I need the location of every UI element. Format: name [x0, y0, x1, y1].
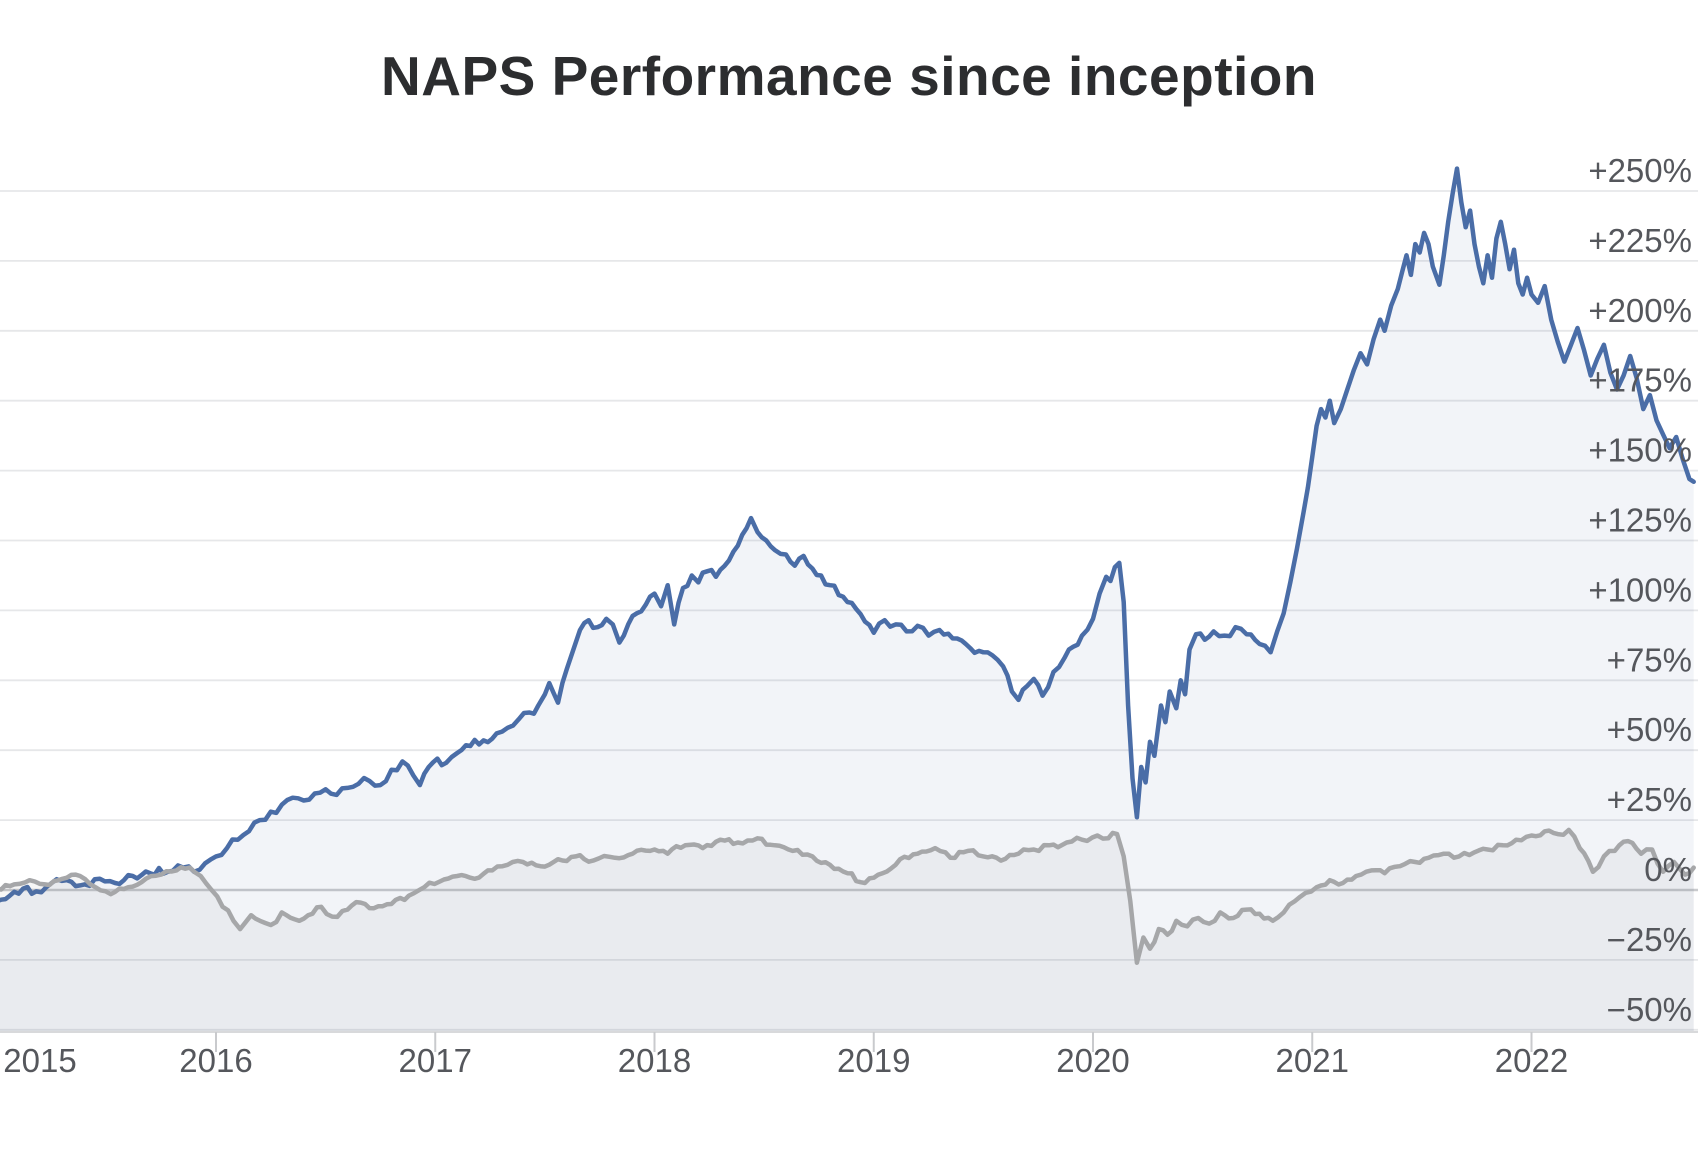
benchmark-line: [0, 827, 1696, 965]
y-axis-label: +250%: [1588, 152, 1692, 189]
x-axis-label: 2019: [837, 1042, 910, 1079]
chart-title: NAPS Performance since inception: [381, 45, 1317, 107]
y-axis-label: +100%: [1588, 571, 1692, 608]
y-axis-labels: +250% +225% +200% +175% +150% +125% +100% +75% +…: [1588, 152, 1692, 1028]
y-axis-label: 0%: [1644, 851, 1692, 888]
series: [0, 166, 1696, 1032]
x-axis-label: 2020: [1056, 1042, 1129, 1079]
y-axis-label: +175%: [1588, 362, 1692, 399]
y-axis-label: +225%: [1588, 222, 1692, 259]
x-axis: [0, 1031, 1698, 1052]
x-axis-labels: 2015 2016 2017 2018 2019 2020 2021 2022: [3, 1042, 1568, 1079]
y-axis-label: +200%: [1588, 292, 1692, 329]
benchmark-area: [0, 829, 1694, 1032]
x-axis-label: 2017: [399, 1042, 472, 1079]
x-axis-label: 2022: [1495, 1042, 1568, 1079]
y-axis-label: +125%: [1588, 502, 1692, 539]
x-axis-label: 2021: [1276, 1042, 1349, 1079]
y-axis-label: +75%: [1607, 641, 1692, 678]
x-axis-label: 2015: [3, 1042, 76, 1079]
y-axis-label: +50%: [1607, 711, 1692, 748]
y-axis-label: −25%: [1607, 921, 1692, 958]
y-axis-label: +150%: [1588, 432, 1692, 469]
gridlines: [0, 190, 1698, 1031]
y-axis-label: +25%: [1607, 781, 1692, 818]
x-axis-label: 2018: [618, 1042, 691, 1079]
naps-area: [0, 168, 1694, 1032]
y-axis-label: −50%: [1607, 991, 1692, 1028]
x-axis-label: 2016: [179, 1042, 252, 1079]
naps-line: [0, 166, 1696, 903]
